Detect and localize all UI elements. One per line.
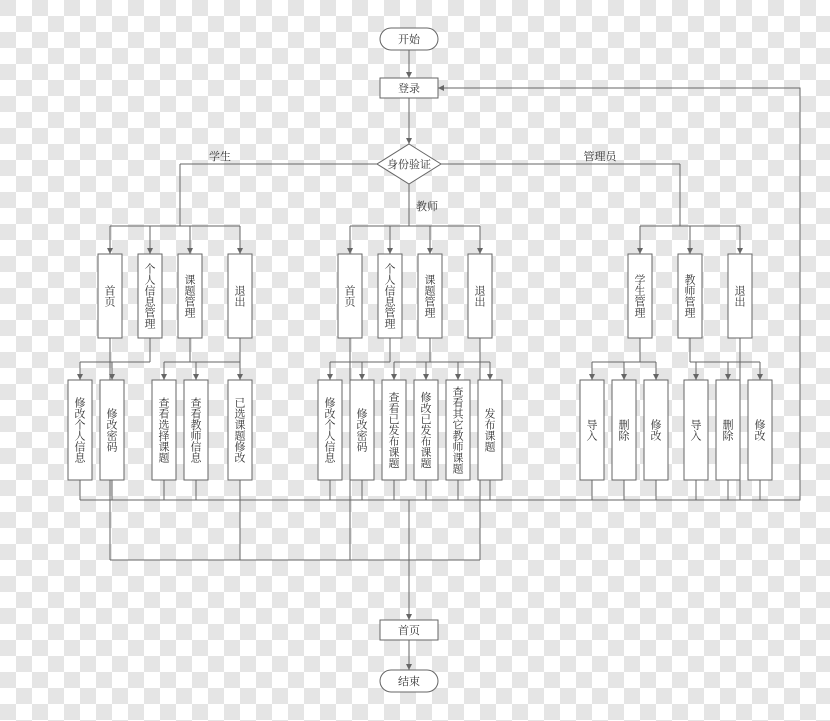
svg-text:修改个人信息: 修改个人信息 bbox=[72, 397, 88, 463]
node-a_c1: 导入 bbox=[580, 380, 604, 480]
svg-text:首页: 首页 bbox=[342, 284, 358, 308]
node-s_profile: 个人信息管理 bbox=[138, 254, 162, 338]
svg-text:学生管理: 学生管理 bbox=[632, 274, 648, 318]
svg-text:课题管理: 课题管理 bbox=[422, 274, 438, 318]
svg-text:修改已发布课题: 修改已发布课题 bbox=[418, 391, 434, 468]
svg-text:教师管理: 教师管理 bbox=[682, 273, 698, 318]
svg-text:查看其它教师课题: 查看其它教师课题 bbox=[450, 385, 466, 474]
svg-text:退出: 退出 bbox=[732, 285, 748, 307]
svg-text:身份验证: 身份验证 bbox=[387, 156, 431, 172]
svg-text:退出: 退出 bbox=[472, 285, 488, 307]
node-home2: 首页 bbox=[380, 620, 438, 640]
node-a_exit: 退出 bbox=[728, 254, 752, 338]
node-t_profile: 个人信息管理 bbox=[378, 254, 402, 338]
svg-text:查看选择课题: 查看选择课题 bbox=[156, 396, 172, 463]
svg-text:导入: 导入 bbox=[584, 419, 600, 441]
node-t_c6: 发布课题 bbox=[478, 380, 502, 480]
svg-text:首页: 首页 bbox=[398, 622, 420, 638]
node-start: 开始 bbox=[380, 28, 438, 50]
node-a_c3: 修改 bbox=[644, 380, 668, 480]
node-t_c2: 修改密码 bbox=[350, 380, 374, 480]
node-a_c4: 导入 bbox=[684, 380, 708, 480]
svg-text:修改密码: 修改密码 bbox=[104, 408, 120, 452]
svg-text:删除: 删除 bbox=[616, 418, 632, 441]
node-s_c3: 查看选择课题 bbox=[152, 380, 176, 480]
svg-text:修改个人信息: 修改个人信息 bbox=[322, 397, 338, 463]
svg-text:登录: 登录 bbox=[398, 80, 420, 96]
node-a_stu: 学生管理 bbox=[628, 254, 652, 338]
node-s_c2: 修改密码 bbox=[100, 380, 124, 480]
svg-text:删除: 删除 bbox=[720, 418, 736, 441]
node-s_home: 首页 bbox=[98, 254, 122, 338]
node-s_exit: 退出 bbox=[228, 254, 252, 338]
svg-text:导入: 导入 bbox=[688, 419, 704, 441]
svg-text:管理员: 管理员 bbox=[584, 148, 618, 164]
node-t_c4: 修改已发布课题 bbox=[414, 380, 438, 480]
node-login: 登录 bbox=[380, 78, 438, 98]
node-t_course: 课题管理 bbox=[418, 254, 442, 338]
svg-text:结束: 结束 bbox=[398, 673, 420, 689]
svg-text:个人信息管理: 个人信息管理 bbox=[142, 263, 158, 329]
node-t_c3: 查看已发布课题 bbox=[382, 380, 406, 480]
svg-text:修改: 修改 bbox=[752, 419, 768, 441]
flowchart-canvas: 学生管理员教师 开始登录身份验证首页个人信息管理课题管理退出修改个人信息修改密码… bbox=[0, 0, 830, 721]
svg-text:退出: 退出 bbox=[232, 285, 248, 307]
node-s_c5: 已选课题修改 bbox=[228, 380, 252, 480]
svg-text:个人信息管理: 个人信息管理 bbox=[382, 263, 398, 329]
node-a_tea: 教师管理 bbox=[678, 254, 702, 338]
node-t_home: 首页 bbox=[338, 254, 362, 338]
svg-text:首页: 首页 bbox=[102, 284, 118, 308]
node-a_c6: 修改 bbox=[748, 380, 772, 480]
svg-text:查看已发布课题: 查看已发布课题 bbox=[386, 390, 402, 468]
node-end: 结束 bbox=[380, 670, 438, 692]
node-s_c1: 修改个人信息 bbox=[68, 380, 92, 480]
node-s_course: 课题管理 bbox=[178, 254, 202, 338]
node-t_c1: 修改个人信息 bbox=[318, 380, 342, 480]
node-a_c5: 删除 bbox=[716, 380, 740, 480]
svg-text:学生: 学生 bbox=[209, 148, 231, 164]
node-a_c2: 删除 bbox=[612, 380, 636, 480]
svg-text:已选课题修改: 已选课题修改 bbox=[232, 397, 248, 463]
node-s_c4: 查看教师信息 bbox=[184, 380, 208, 480]
svg-text:发布课题: 发布课题 bbox=[482, 407, 498, 452]
node-t_exit: 退出 bbox=[468, 254, 492, 338]
svg-text:查看教师信息: 查看教师信息 bbox=[188, 396, 204, 463]
svg-text:课题管理: 课题管理 bbox=[182, 274, 198, 318]
svg-text:修改密码: 修改密码 bbox=[354, 408, 370, 452]
svg-text:教师: 教师 bbox=[416, 198, 438, 214]
svg-text:开始: 开始 bbox=[398, 31, 421, 47]
svg-text:修改: 修改 bbox=[648, 419, 664, 441]
node-t_c5: 查看其它教师课题 bbox=[446, 380, 470, 480]
